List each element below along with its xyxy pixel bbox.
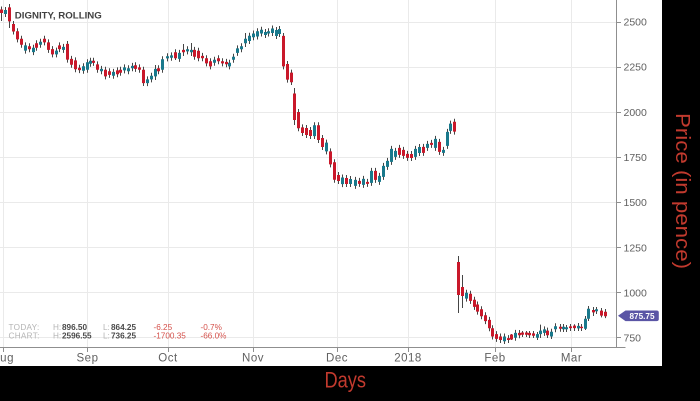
svg-text:Sep: Sep bbox=[77, 353, 99, 365]
svg-text:Price (in pence): Price (in pence) bbox=[671, 113, 693, 269]
svg-text:H:: H: bbox=[53, 323, 61, 332]
svg-text:2250: 2250 bbox=[624, 62, 648, 74]
svg-text:2000: 2000 bbox=[624, 107, 648, 119]
svg-text:2596.55: 2596.55 bbox=[62, 332, 92, 341]
svg-text:Days: Days bbox=[325, 368, 367, 393]
svg-text:1250: 1250 bbox=[624, 242, 648, 254]
svg-text:Oct: Oct bbox=[158, 353, 178, 365]
svg-text:2500: 2500 bbox=[624, 17, 648, 29]
svg-text:736.25: 736.25 bbox=[111, 332, 136, 341]
svg-text:CHART:: CHART: bbox=[9, 332, 40, 341]
svg-text:DIGNITY, ROLLING: DIGNITY, ROLLING bbox=[15, 10, 102, 21]
svg-text:864.25: 864.25 bbox=[111, 323, 136, 332]
svg-text:Aug: Aug bbox=[0, 353, 14, 365]
svg-text:TODAY:: TODAY: bbox=[9, 323, 40, 332]
svg-text:896.50: 896.50 bbox=[62, 323, 87, 332]
svg-text:1500: 1500 bbox=[624, 197, 648, 209]
svg-text:2018: 2018 bbox=[394, 353, 422, 365]
svg-text:H:: H: bbox=[53, 332, 61, 341]
svg-text:1750: 1750 bbox=[624, 152, 648, 164]
svg-text:L:: L: bbox=[103, 332, 110, 341]
svg-text:L:: L: bbox=[103, 323, 110, 332]
svg-text:Nov: Nov bbox=[242, 353, 264, 365]
svg-text:Mar: Mar bbox=[561, 353, 582, 365]
svg-text:Dec: Dec bbox=[326, 353, 348, 365]
svg-text:750: 750 bbox=[624, 333, 642, 345]
svg-text:-1700.35: -1700.35 bbox=[154, 332, 187, 341]
svg-text:-0.7%: -0.7% bbox=[201, 323, 222, 332]
svg-text:-66.0%: -66.0% bbox=[201, 332, 227, 341]
svg-text:875.75: 875.75 bbox=[629, 312, 654, 321]
svg-text:-6.25: -6.25 bbox=[154, 323, 173, 332]
svg-text:Feb: Feb bbox=[484, 353, 505, 365]
svg-text:1000: 1000 bbox=[624, 287, 648, 299]
